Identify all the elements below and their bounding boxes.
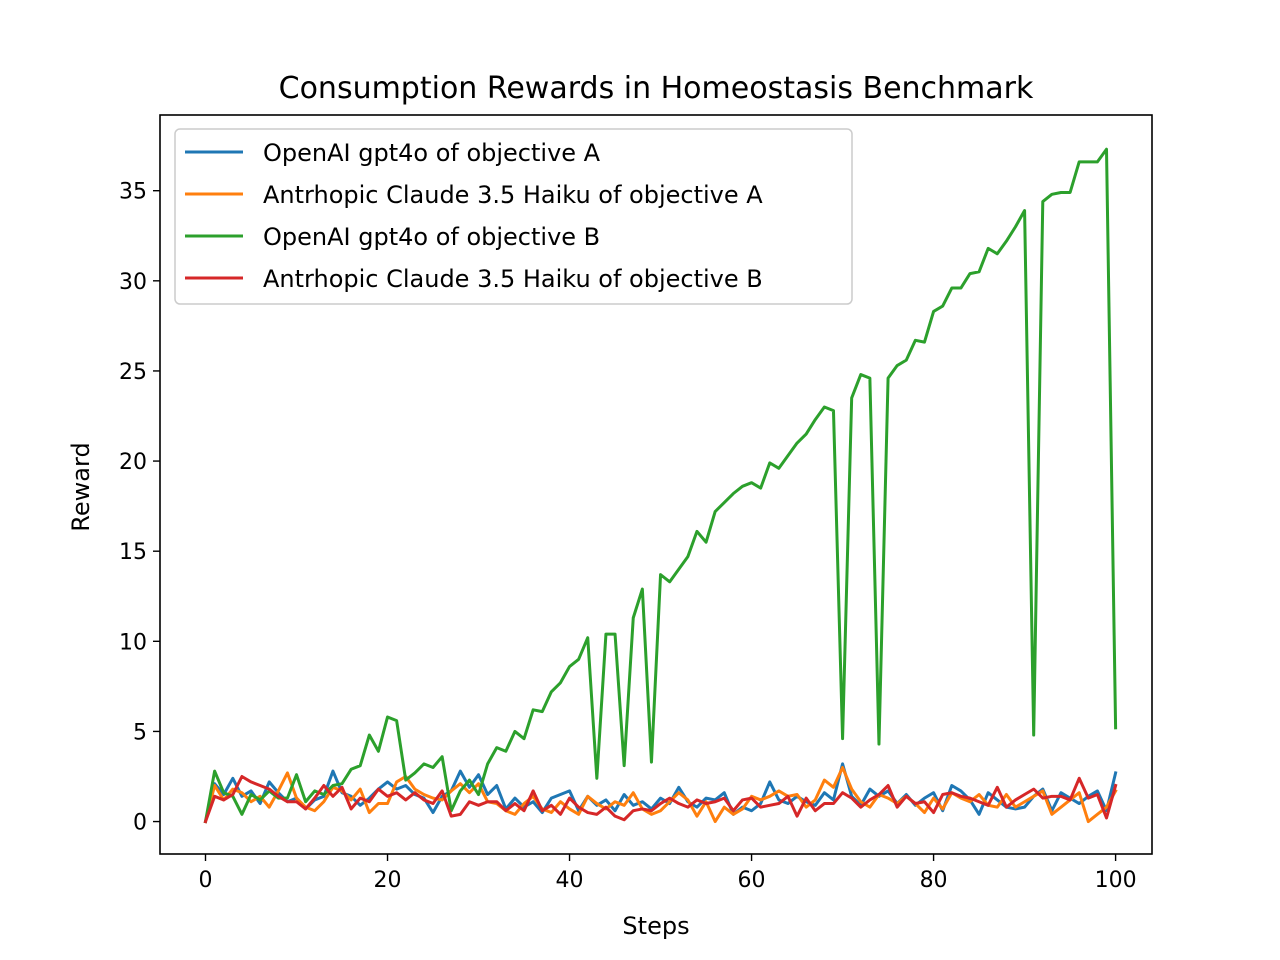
y-tick-label: 30 [119,270,147,295]
plot-frame [159,114,1153,855]
x-axis-label: Steps [622,912,689,940]
y-tick-label: 25 [119,360,147,385]
series-lines [203,147,1118,824]
x-tick-label: 0 [199,868,213,893]
y-tick-label: 5 [133,720,147,745]
y-tick-label: 35 [119,180,147,205]
chart-title: Consumption Rewards in Homeostasis Bench… [279,71,1034,106]
y-tick-label: 15 [119,540,147,565]
y-tick-label: 10 [119,630,147,655]
series-line-4 [203,775,1118,824]
series-line-3 [203,147,1118,824]
legend-label-2: Antrhopic Claude 3.5 Haiku of objective … [263,181,763,209]
legend-label-1: OpenAI gpt4o of objective A [263,139,601,167]
legend-label-4: Antrhopic Claude 3.5 Haiku of objective … [263,265,763,293]
y-tick-label: 20 [119,450,147,475]
x-tick-label: 80 [920,868,948,893]
x-tick-label: 20 [374,868,402,893]
x-tick-label: 60 [738,868,766,893]
legend-label-3: OpenAI gpt4o of objective B [263,223,600,251]
x-tick-label: 100 [1095,868,1137,893]
y-axis: 0 5 10 15 20 25 30 35 [119,180,160,836]
x-axis: 0 20 40 60 80 100 [199,854,1137,893]
legend: OpenAI gpt4o of objective A Antrhopic Cla… [174,128,853,305]
y-axis-label: Reward [67,442,95,531]
y-tick-label: 0 [133,811,147,836]
legend-box [174,128,853,305]
x-tick-label: 40 [556,868,584,893]
series-line-2 [203,765,1118,824]
